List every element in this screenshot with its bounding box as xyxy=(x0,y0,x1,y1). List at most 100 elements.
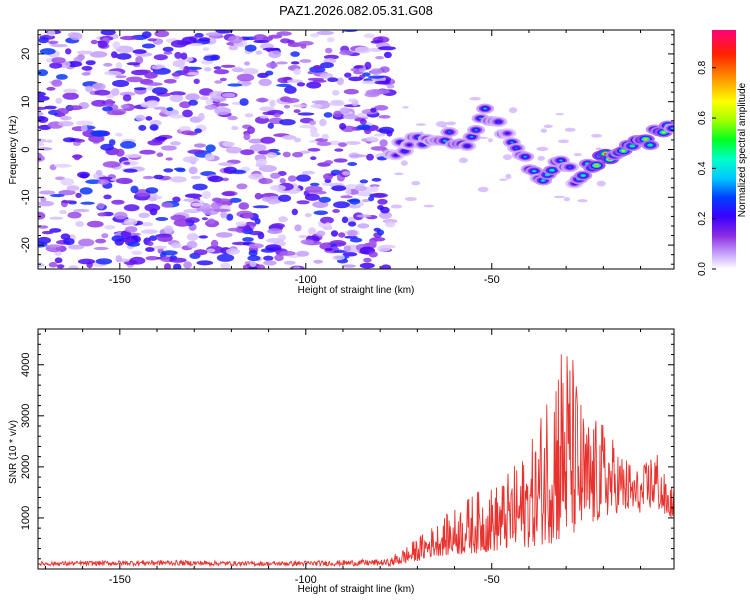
spectrogram-noise-blob xyxy=(188,166,198,175)
spectrogram-noise-blob xyxy=(540,128,547,133)
spectrogram-noise-blob xyxy=(379,211,392,220)
spectrogram-x-ticks: -150 -100 -50 xyxy=(44,30,642,286)
spectrogram-noise-blob xyxy=(120,141,137,149)
spectrogram-noise-blob xyxy=(141,31,152,39)
spectrogram-noise-blob xyxy=(301,170,315,175)
spectrogram-noise-blob xyxy=(324,160,334,165)
spectrogram-noise-blob xyxy=(141,222,154,227)
spectrogram-noise-blob xyxy=(90,39,98,45)
spectrogram-noise-blob xyxy=(85,60,96,66)
spectrogram-noise-blob xyxy=(108,139,116,146)
spectrogram-noise-blob xyxy=(344,72,352,78)
spectrogram-noise-blob xyxy=(236,183,248,190)
spectrogram-noise-blob xyxy=(185,209,196,213)
spectrogram-noise-blob xyxy=(348,221,357,227)
spectrogram-noise-blob xyxy=(258,178,273,185)
spectrogram-noise-blob xyxy=(67,211,82,219)
spectrogram-noise-blob xyxy=(325,47,333,54)
spectrogram-noise-blob xyxy=(293,109,301,113)
spectrogram-noise-blob xyxy=(307,148,321,152)
spectrogram-noise-blob xyxy=(123,218,138,226)
spectrogram-noise-blob xyxy=(147,241,154,247)
spectrogram-noise-blob xyxy=(129,256,146,265)
spectrogram-noise-blob xyxy=(577,199,588,203)
spectrogram-noise-blob xyxy=(97,40,108,48)
spectrogram-noise-blob xyxy=(380,264,391,269)
spectrogram-signal-blob xyxy=(595,164,599,167)
spectrogram-noise-blob xyxy=(563,197,571,202)
spectrogram-noise-blob xyxy=(262,47,281,51)
spectrogram-noise-blob xyxy=(345,187,352,196)
spectrogram-noise-blob xyxy=(386,84,395,89)
spectrogram-noise-blob xyxy=(318,196,331,203)
spectrogram-noise-blob xyxy=(284,98,300,103)
spectrogram-noise-blob xyxy=(270,172,281,179)
spectrogram-noise-blob xyxy=(357,223,370,229)
spectrogram-noise-blob xyxy=(198,112,205,121)
spectrogram-noise-blob xyxy=(347,230,358,237)
spectrogram-noise-blob xyxy=(104,99,114,107)
spectrogram-noise-blob xyxy=(368,196,375,202)
spectrogram-noise-blob xyxy=(145,116,153,121)
spectrogram-noise-blob xyxy=(39,48,56,55)
spectrogram-noise-blob xyxy=(91,83,103,89)
spectrogram-noise-blob xyxy=(356,214,372,218)
spectrogram-noise-blob xyxy=(371,186,379,192)
spectrogram-noise-blob xyxy=(543,124,553,128)
spectrogram-noise-blob xyxy=(537,155,545,161)
spectrogram-noise-blob xyxy=(181,130,195,135)
spectrogram-noise-blob xyxy=(166,107,174,112)
spectrogram-noise-blob xyxy=(112,79,130,88)
spectrogram-noise-blob xyxy=(596,180,606,187)
spectrogram-noise-blob xyxy=(259,106,275,112)
spectrogram-y-tick-label: 0 xyxy=(20,146,32,152)
spectrogram-noise-blob xyxy=(227,227,244,232)
spectrogram-noise-blob xyxy=(239,98,249,106)
spectrogram-noise-blob xyxy=(100,30,116,36)
spectrogram-noise-blob xyxy=(199,96,209,101)
spectrogram-noise-blob xyxy=(248,138,264,144)
colorbar-tick-label: 0.4 xyxy=(697,161,708,175)
spectrogram-noise-blob xyxy=(320,216,334,224)
snr-panel: -150 -100 -50 1000 2000 3000 4000 Height of s… xyxy=(8,328,675,595)
chart-title: PAZ1.2026.082.05.31.G08 xyxy=(279,3,433,18)
spectrogram-noise-blob xyxy=(193,143,207,148)
spectrogram-noise-blob xyxy=(445,121,456,126)
spectrogram-noise-blob xyxy=(378,115,391,119)
spectrogram-noise-blob xyxy=(63,238,75,246)
spectrogram-noise-blob xyxy=(45,244,62,248)
spectrogram-noise-blob xyxy=(204,153,215,161)
spectrogram-noise-blob xyxy=(198,37,211,42)
spectrogram-noise-blob xyxy=(339,123,347,130)
spectrogram-noise-blob xyxy=(130,185,139,194)
spectrogram-noise-blob xyxy=(268,200,277,205)
spectrogram-noise-blob xyxy=(221,177,229,182)
spectrogram-noise-blob xyxy=(201,190,212,199)
spectrogram-noise-blob xyxy=(214,80,223,84)
spectrogram-noise-blob xyxy=(222,92,236,98)
spectrogram-signal-blob xyxy=(568,166,572,169)
spectrogram-noise-blob xyxy=(129,232,141,236)
spectrogram-noise-blob xyxy=(176,168,186,173)
spectrogram-noise-blob xyxy=(141,43,156,49)
spectrogram-noise-blob xyxy=(94,89,111,96)
spectrogram-noise-blob xyxy=(59,209,68,215)
spectrogram-noise-blob xyxy=(326,37,335,43)
spectrogram-noise-blob xyxy=(339,107,351,114)
spectrogram-noise-blob xyxy=(270,184,286,191)
spectrogram-noise-blob xyxy=(363,257,372,263)
snr-y-tick-label: 4000 xyxy=(20,353,32,377)
spectrogram-noise-blob xyxy=(371,177,382,182)
spectrogram-noise-blob xyxy=(214,107,231,115)
spectrogram-noise-blob xyxy=(115,148,125,157)
snr-x-label: Height of straight line (km) xyxy=(298,584,415,595)
spectrogram-noise-blob xyxy=(75,221,85,227)
spectrogram-noise-blob xyxy=(278,216,288,223)
spectrogram-noise-blob xyxy=(98,176,113,180)
spectrogram-noise-blob xyxy=(191,202,204,207)
spectrogram-noise-blob xyxy=(291,208,298,216)
snr-y-tick-label: 3000 xyxy=(20,404,32,428)
spectrogram-noise-blob xyxy=(502,154,513,161)
spectrogram-noise-blob xyxy=(294,137,301,143)
spectrogram-noise-blob xyxy=(169,94,184,103)
